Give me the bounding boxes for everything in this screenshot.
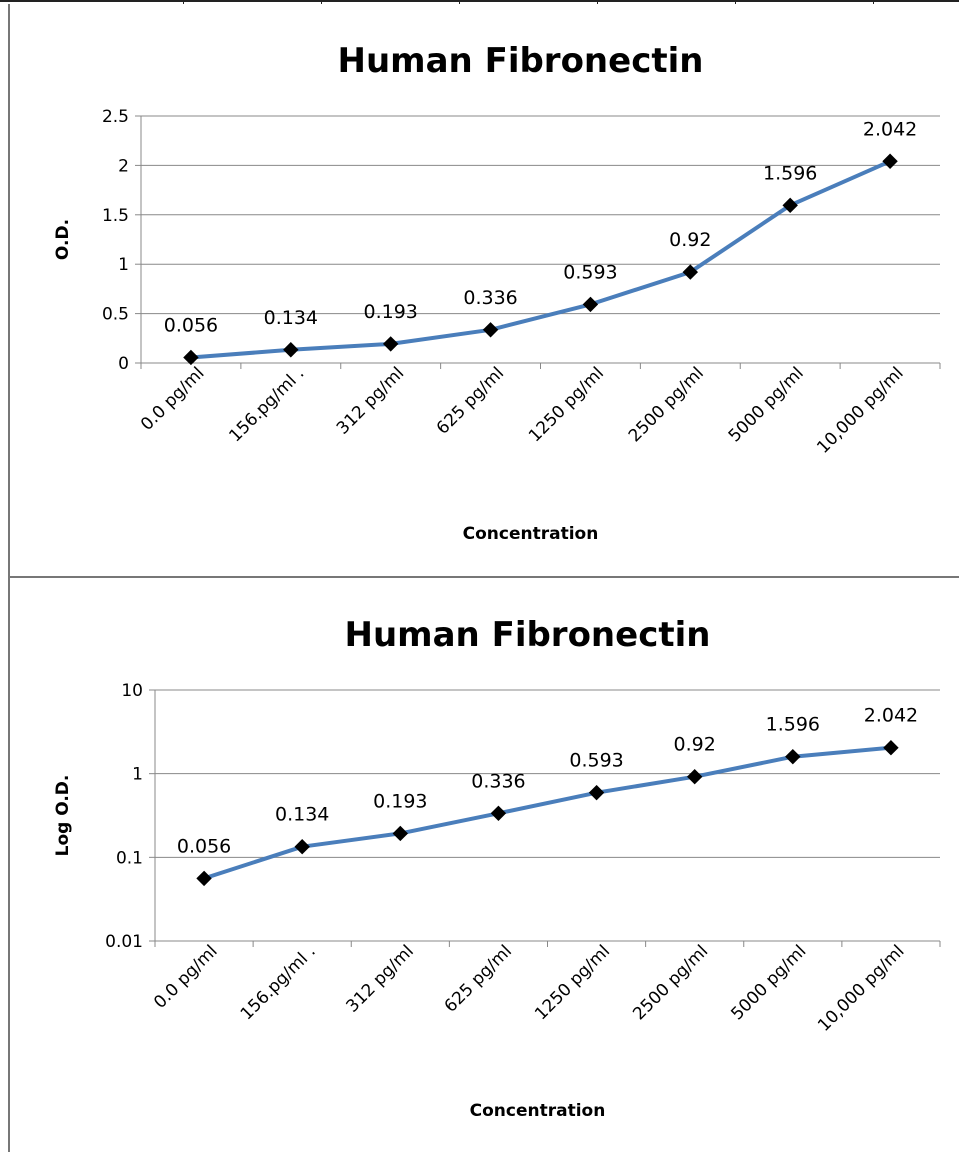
x-tick-label: 625 pg/ml [433, 363, 508, 438]
x-tick-label: 5000 pg/ml [727, 941, 810, 1024]
data-point-marker [588, 784, 605, 801]
y-tick-label: 10 [121, 681, 143, 701]
data-point-marker [392, 825, 409, 842]
data-point-marker [785, 748, 801, 765]
x-tick-label: 1250 pg/ml [531, 941, 614, 1024]
y-tick-label: 0.1 [116, 848, 143, 868]
chart-title: Human Fibronectin [338, 41, 704, 81]
x-tick-label: 156.pg/ml . [237, 941, 320, 1024]
x-tick-label: 10,000 pg/ml [814, 941, 908, 1035]
y-tick-label: 1 [132, 765, 143, 785]
x-tick-label: 0.0 pg/ml [137, 363, 208, 434]
data-label: 1.596 [763, 162, 817, 184]
x-axis-title: Concentration [463, 524, 599, 544]
chart-title: Human Fibronectin [345, 615, 711, 655]
data-point-marker [294, 838, 310, 855]
x-axis-title: Concentration [470, 1101, 606, 1121]
data-label: 1.596 [766, 714, 820, 736]
table-column-divider [735, 0, 736, 4]
data-label: 0.92 [674, 734, 716, 756]
y-axis-title: Log O.D. [53, 775, 73, 857]
x-tick-label: 5000 pg/ml [725, 363, 808, 446]
linear-od-chart: Human Fibronectin 0 0.5 1 1.5 2 2.5 0.0 pg/ml 15… [53, 41, 941, 544]
series-line [203, 745, 892, 881]
data-label: 2.042 [864, 705, 918, 727]
data-point-marker [283, 342, 299, 358]
y-tick-label: 2 [118, 156, 129, 176]
data-point-marker [582, 296, 599, 313]
data-point-marker [196, 870, 212, 887]
x-tick-label: 312 pg/ml [343, 941, 418, 1016]
data-label: 0.193 [363, 301, 417, 323]
table-column-divider [321, 0, 322, 4]
x-tick-label: 2500 pg/ml [625, 363, 708, 446]
log-od-chart: Human Fibronectin 0.01 0.1 1 10 0.0 pg/ml 156.… [53, 615, 941, 1121]
table-column-divider [183, 0, 184, 4]
data-point-marker [382, 336, 399, 352]
x-tick-label: 156.pg/ml . [225, 363, 308, 446]
y-tick-label: 0.01 [105, 932, 143, 952]
y-tick-label: 2.5 [102, 107, 129, 127]
data-point-marker [682, 264, 699, 280]
data-point-marker [686, 768, 703, 785]
x-tick-label: 2500 pg/ml [629, 941, 712, 1024]
x-tick-label: 0.0 pg/ml [150, 941, 221, 1012]
data-point-marker [482, 322, 499, 338]
data-label: 0.593 [563, 261, 617, 283]
table-column-divider [873, 0, 874, 4]
data-label: 0.193 [373, 790, 427, 812]
x-tick-label: 625 pg/ml [441, 941, 516, 1016]
chart-panel-log: Human Fibronectin 0.01 0.1 1 10 0.0 pg/ml 156.… [8, 578, 959, 1152]
table-column-divider [459, 0, 460, 4]
data-label: 0.056 [177, 835, 231, 857]
data-label: 0.593 [569, 750, 623, 772]
data-label: 0.336 [463, 287, 517, 309]
x-tick-label: 10,000 pg/ml [813, 363, 907, 457]
y-tick-label: 0 [118, 354, 129, 374]
y-tick-label: 1.5 [102, 206, 129, 226]
data-label: 0.336 [471, 770, 525, 792]
data-label: 0.92 [669, 229, 711, 251]
data-label: 0.134 [264, 307, 318, 329]
data-point-marker [782, 197, 798, 214]
data-label: 0.056 [164, 314, 218, 336]
data-point-marker [882, 153, 898, 169]
data-point-marker [183, 349, 199, 366]
data-point-marker [490, 805, 507, 822]
table-column-divider [597, 0, 598, 4]
y-tick-label: 1 [118, 255, 129, 275]
y-tick-label: 0.5 [102, 305, 129, 325]
chart-panel-linear: Human Fibronectin 0 0.5 1 1.5 2 2.5 0.0 pg/ml 15… [8, 4, 959, 578]
data-label: 2.042 [863, 118, 917, 140]
series-line [190, 159, 891, 360]
data-label: 0.134 [275, 804, 329, 826]
x-tick-label: 1250 pg/ml [525, 363, 608, 446]
y-axis-title: O.D. [53, 219, 73, 260]
table-top-border [0, 0, 959, 4]
data-point-marker [883, 740, 899, 756]
x-tick-label: 312 pg/ml [333, 363, 408, 438]
